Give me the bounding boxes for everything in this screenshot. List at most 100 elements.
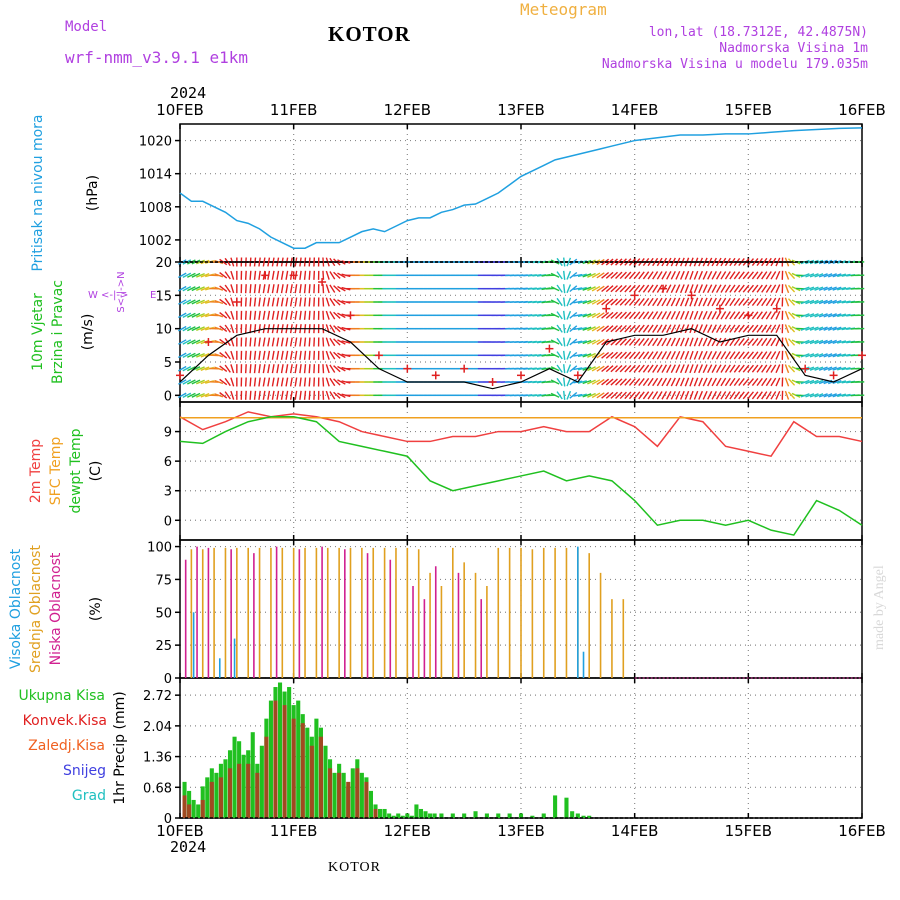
model-name: wrf-nmm_v3.9.1 e1km — [65, 48, 249, 67]
wind-barb — [258, 310, 261, 320]
wind-barb — [775, 270, 781, 280]
wind-barb — [656, 324, 663, 333]
wind-barb — [661, 337, 668, 347]
wind-barb — [219, 365, 228, 372]
wind-barb — [294, 390, 298, 400]
precip-bar — [439, 813, 444, 818]
wind-barb — [191, 272, 201, 278]
wind-barb — [325, 364, 330, 374]
precip-bar — [332, 772, 337, 818]
wind-barb — [610, 351, 618, 359]
wind-barb — [809, 393, 819, 398]
wind-barb — [536, 393, 547, 397]
wind-barb — [566, 377, 572, 387]
wind-barb — [191, 352, 201, 358]
wind-barb — [742, 364, 750, 373]
wind-barb — [214, 326, 224, 331]
wind-barb — [751, 284, 759, 293]
wind-barb — [308, 297, 311, 307]
wind-barb — [219, 272, 228, 279]
wind-barb — [666, 284, 672, 293]
wind-barb — [707, 364, 713, 374]
wind-barb — [619, 271, 627, 280]
precip-bar — [382, 808, 387, 818]
precip-bar — [518, 813, 524, 818]
wind-barb — [733, 337, 741, 347]
wind-barb — [765, 364, 772, 373]
wind-barb — [619, 364, 627, 373]
wind-barb — [596, 392, 605, 399]
wind-barb — [253, 350, 257, 360]
wind-barb — [325, 310, 330, 320]
wind-barb — [550, 272, 560, 278]
wind-barb — [698, 284, 704, 294]
wind-barb — [702, 350, 708, 360]
wind-barb — [751, 338, 759, 346]
wind-barb — [322, 297, 325, 307]
wind-barb — [675, 364, 681, 374]
wind-barb — [800, 286, 810, 291]
wind-barb — [294, 350, 298, 360]
wind-barb — [747, 364, 754, 373]
model-label: Model — [65, 19, 108, 35]
precip-bar — [428, 813, 433, 818]
wind-barb — [814, 366, 824, 371]
wind-barb — [624, 298, 632, 306]
wind-barb — [569, 285, 578, 293]
wind-barb — [536, 353, 547, 357]
wind-barb — [693, 297, 699, 307]
wind-barb — [322, 270, 325, 280]
pressure-unit-label: (hPa) — [85, 175, 101, 211]
wind-barb — [187, 299, 196, 305]
wind-barb — [738, 324, 745, 333]
wind-barb — [294, 337, 298, 347]
wind-barb — [679, 350, 685, 360]
wind-barb — [214, 353, 224, 358]
wind-barb — [569, 391, 578, 399]
elevation-label: Nadmorska Visina 1m — [719, 41, 868, 56]
wind-barb — [230, 297, 235, 307]
x-tick-label-bottom: 11FEB — [270, 822, 317, 840]
precip-bar — [391, 815, 396, 818]
wind-axis-label-2: Brzina i Pravac — [50, 280, 66, 384]
wind-barb — [642, 271, 650, 280]
wind-barb — [615, 378, 623, 386]
wind-barb — [308, 377, 311, 387]
direction-legend-e: E — [150, 290, 156, 301]
wind-barb — [230, 284, 235, 294]
wind-barb — [230, 324, 235, 334]
wind-barb — [329, 351, 336, 360]
wind-barb — [605, 271, 614, 279]
wind-barb — [827, 273, 837, 278]
wind-barb — [596, 352, 605, 359]
wind-barb — [253, 284, 257, 294]
wind-barb — [715, 284, 722, 293]
precip-bar — [462, 813, 467, 818]
wind-barb — [711, 257, 717, 267]
wind-barb — [693, 390, 699, 400]
wind-barb — [601, 271, 610, 279]
wind-barb — [756, 324, 763, 333]
wind-barb — [805, 353, 815, 358]
wind-barb — [837, 286, 847, 291]
wind-barb — [187, 286, 196, 292]
wind-barb — [187, 379, 196, 385]
x-tick-label-top: 16FEB — [838, 101, 885, 119]
panel-temperature: 0 3 6 9 — [164, 401, 863, 541]
wind-barb — [577, 366, 587, 371]
wind-barb — [720, 257, 727, 267]
wind-barb — [814, 259, 824, 265]
wind-barb — [832, 339, 842, 345]
wind-barb — [619, 378, 627, 386]
wind-barb — [837, 366, 847, 371]
wind-barb — [271, 257, 275, 267]
wind-barb — [809, 366, 819, 371]
precip-bar — [323, 745, 328, 818]
wind-barb — [742, 298, 750, 306]
wind-barb — [733, 351, 741, 360]
direction-legend-w: W — [88, 290, 98, 301]
y-tick-label: 100 — [147, 541, 172, 556]
wind-barb — [591, 299, 601, 305]
wind-barb — [267, 257, 271, 267]
